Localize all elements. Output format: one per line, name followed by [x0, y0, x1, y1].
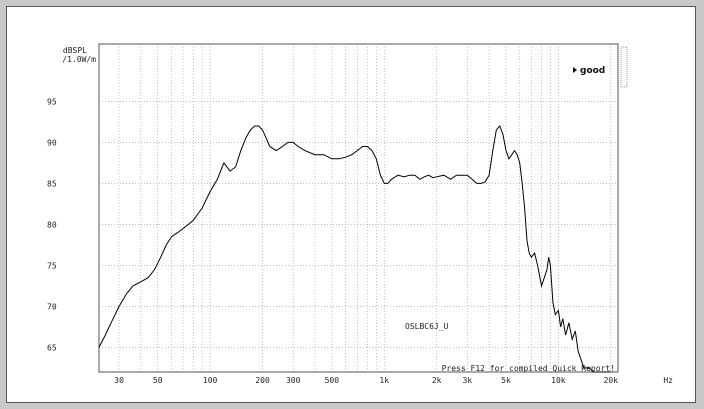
y-tick-label: 65 [47, 343, 57, 352]
x-tick-label: 5k [501, 376, 511, 385]
legend-good-label: good [580, 66, 605, 76]
grid [99, 44, 618, 372]
footer-note: Press F12 for compiled Quick Report! [442, 364, 615, 373]
x-tick-label: 500 [325, 376, 340, 385]
axis-labels: 30 50 100 200 300 500 1k 2k 3k 5k 10k 20k 65 70 75 80 85… [47, 97, 618, 385]
x-tick-label: 20k [604, 376, 619, 385]
x-tick-label: 30 [114, 376, 124, 385]
legend-arrow-icon [573, 67, 577, 73]
response-curve [98, 125, 611, 373]
chart-frame: 30 50 100 200 300 500 1k 2k 3k 5k 10k 20k 65 70 75 80 85… [6, 6, 696, 403]
x-unit-label: Hz [663, 376, 673, 385]
y-tick-label: 70 [47, 302, 57, 311]
frequency-response-chart: 30 50 100 200 300 500 1k 2k 3k 5k 10k 20k 65 70 75 80 85… [47, 43, 673, 385]
y-unit-line-1: dBSPL [63, 46, 87, 55]
y-tick-label: 90 [47, 138, 57, 147]
x-tick-label: 2k [432, 376, 442, 385]
legend: good [573, 46, 628, 88]
y-tick-label: 80 [47, 220, 57, 229]
x-tick-label: 10k [551, 376, 566, 385]
y-tick-label: 75 [47, 261, 57, 270]
x-tick-label: 300 [286, 376, 301, 385]
curve-layer [98, 125, 611, 373]
y-unit-line-2: /1.0W/m [62, 55, 96, 64]
y-tick-label: 95 [47, 97, 57, 106]
x-tick-label: 100 [203, 376, 218, 385]
x-tick-label: 50 [153, 376, 163, 385]
legend-scroll-box [620, 46, 628, 88]
curve-label: OSLBC6J_U [405, 322, 449, 331]
plot-area [98, 43, 619, 373]
x-tick-label: 200 [255, 376, 270, 385]
y-tick-label: 85 [47, 179, 57, 188]
x-tick-label: 3k [463, 376, 473, 385]
x-tick-label: 1k [379, 376, 389, 385]
